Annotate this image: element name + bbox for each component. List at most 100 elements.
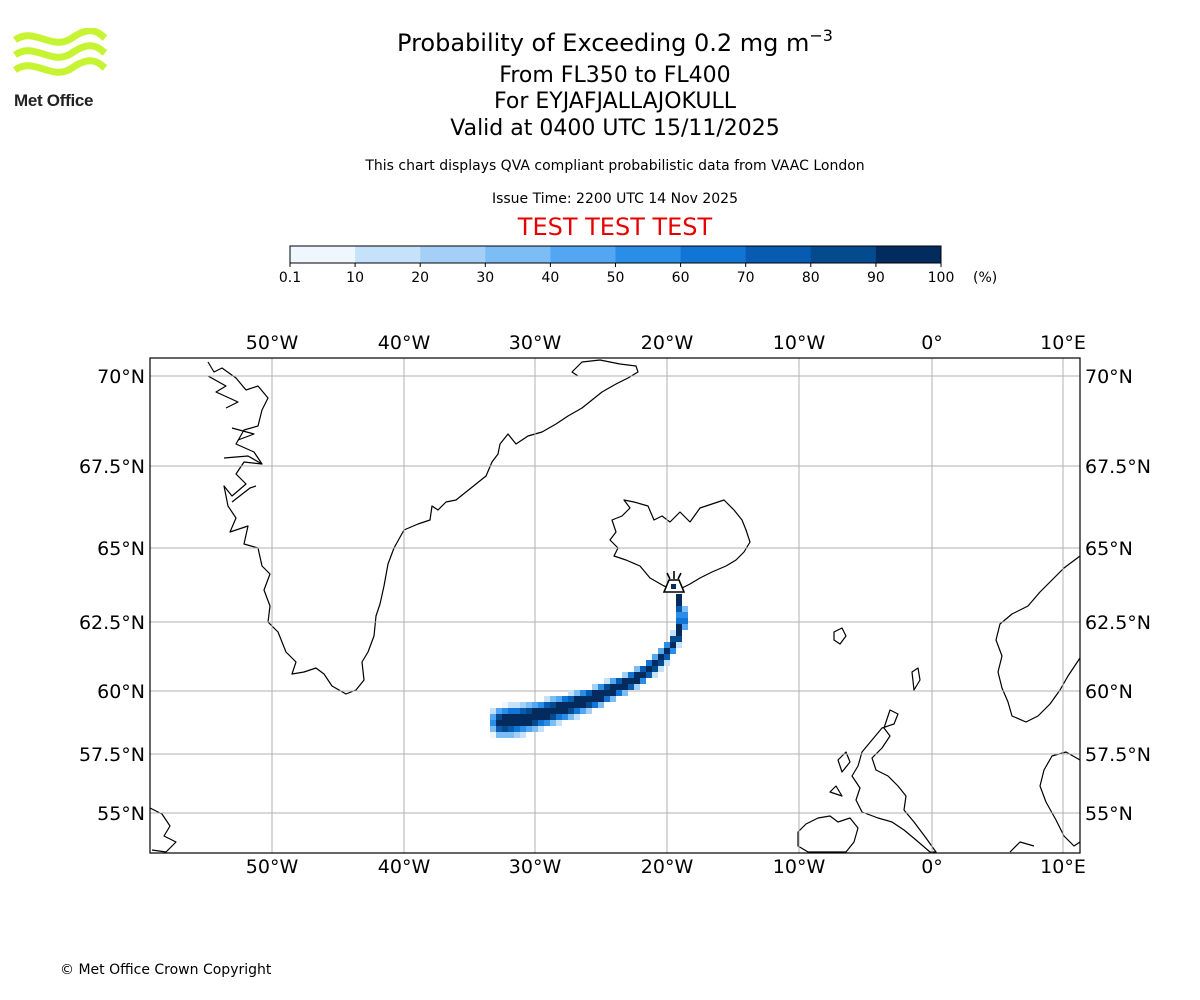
issue-time: Issue Time: 2200 UTC 14 Nov 2025 xyxy=(491,191,739,207)
greenland-fjord-1 xyxy=(207,375,239,409)
lat-label-left: 67.5°N xyxy=(79,456,145,478)
colorbar-tick-label: 30 xyxy=(476,270,495,286)
plume-cell xyxy=(550,708,556,714)
plume-cell xyxy=(532,708,538,714)
plume-cell xyxy=(586,690,592,696)
iceland-coast xyxy=(609,499,751,591)
plume-cell xyxy=(526,714,532,720)
shetland-islands xyxy=(911,667,921,691)
colorbar-tick-label: 50 xyxy=(606,270,625,286)
plume-cell xyxy=(574,714,580,720)
plume-cell xyxy=(664,660,670,666)
plume-cell xyxy=(658,666,664,672)
plume-cell xyxy=(550,696,556,702)
axis-labels: 50°W 50°W 40°W 40°W 30°W 30°W 20°W 20°W 10°W 10°W… xyxy=(79,332,1151,878)
plume-cell xyxy=(490,726,496,732)
plume-cell xyxy=(574,690,580,696)
plume-cell xyxy=(508,702,514,708)
lat-label-left: 70°N xyxy=(97,366,145,388)
lon-label-top: 20°W xyxy=(641,332,694,354)
plume-cell xyxy=(502,714,508,720)
plume-cell xyxy=(580,690,586,696)
chart-title: Probability of Exceeding 0.2 mg m−3 xyxy=(397,26,833,57)
plume-cell xyxy=(670,636,676,642)
valid-time: Valid at 0400 UTC 15/11/2025 xyxy=(450,116,780,141)
plume-cell xyxy=(490,720,496,726)
colorbar-tick-label: 100 xyxy=(927,270,955,286)
plume-cell xyxy=(622,678,628,684)
plume-cell xyxy=(676,630,682,636)
lon-label-bottom: 0° xyxy=(921,856,943,878)
plume-cell xyxy=(574,702,580,708)
plume-cell xyxy=(568,714,574,720)
graticule xyxy=(150,358,1080,853)
plume-cell xyxy=(610,690,616,696)
plume-cell xyxy=(610,684,616,690)
greenland-fjord-3 xyxy=(223,455,263,465)
plume-cell xyxy=(574,708,580,714)
lon-label-bottom: 20°W xyxy=(641,856,694,878)
plume-cell xyxy=(490,732,496,738)
plume-cell xyxy=(520,714,526,720)
plume-cell xyxy=(538,702,544,708)
colorbar-segment xyxy=(290,246,356,263)
plume-cell xyxy=(670,630,676,636)
plume-cell xyxy=(640,666,646,672)
plume-cell xyxy=(682,606,688,612)
plume-cell xyxy=(556,720,562,726)
colorbar-segment xyxy=(615,246,682,263)
colorbar-tick-label: 20 xyxy=(411,270,430,286)
lon-label-bottom: 30°W xyxy=(509,856,562,878)
plume-cell xyxy=(568,708,574,714)
plume-cell xyxy=(628,672,634,678)
flight-level-range: From FL350 to FL400 xyxy=(499,63,731,88)
greenland-coast xyxy=(207,359,639,695)
plume-cell xyxy=(532,726,538,732)
plume-cell xyxy=(526,702,532,708)
colorbar-segment xyxy=(875,246,942,263)
plume-cell xyxy=(556,696,562,702)
colorbar-segment xyxy=(680,246,747,263)
plume-cell xyxy=(514,714,520,720)
plume-cell xyxy=(514,708,520,714)
plume-cell xyxy=(538,708,544,714)
plume-cell xyxy=(676,600,682,606)
plume-cell xyxy=(592,690,598,696)
chart-note: This chart displays QVA compliant probab… xyxy=(365,158,865,174)
plume-cell xyxy=(580,702,586,708)
colorbar-tick-label: 10 xyxy=(346,270,364,286)
colorbar-tick-label: 70 xyxy=(736,270,755,286)
plume-cell xyxy=(568,690,574,696)
plume-cell xyxy=(562,696,568,702)
lon-label-top: 50°W xyxy=(246,332,299,354)
plume-cell xyxy=(508,708,514,714)
plume-cell xyxy=(520,702,526,708)
plume-cell xyxy=(502,726,508,732)
lat-label-right: 62.5°N xyxy=(1085,612,1151,634)
plume-cell xyxy=(514,702,520,708)
lat-label-right: 65°N xyxy=(1085,538,1133,560)
faroe-islands xyxy=(833,627,847,645)
plume-cell xyxy=(562,708,568,714)
volcano-name: For EYJAFJALLAJOKULL xyxy=(494,89,736,114)
plume-cell xyxy=(580,696,586,702)
plume-cell xyxy=(664,654,670,660)
plume-cell xyxy=(520,732,526,738)
plume-cell xyxy=(592,684,598,690)
plume-cell xyxy=(628,678,634,684)
colorbar-segment xyxy=(420,246,486,263)
plume-cell xyxy=(658,660,664,666)
plume-cell xyxy=(616,678,622,684)
plume-cell xyxy=(568,696,574,702)
plume-cell xyxy=(664,648,670,654)
plume-cell xyxy=(676,594,682,600)
colorbar xyxy=(289,245,942,267)
lon-label-top: 10°E xyxy=(1040,332,1086,354)
lat-label-right: 57.5°N xyxy=(1085,744,1151,766)
plume-cell xyxy=(598,702,604,708)
colorbar-tick-label: 60 xyxy=(671,270,690,286)
plume-cell xyxy=(508,714,514,720)
colorbar-unit: (%) xyxy=(973,270,998,286)
plume-cell xyxy=(556,714,562,720)
plume-cell xyxy=(682,618,688,624)
